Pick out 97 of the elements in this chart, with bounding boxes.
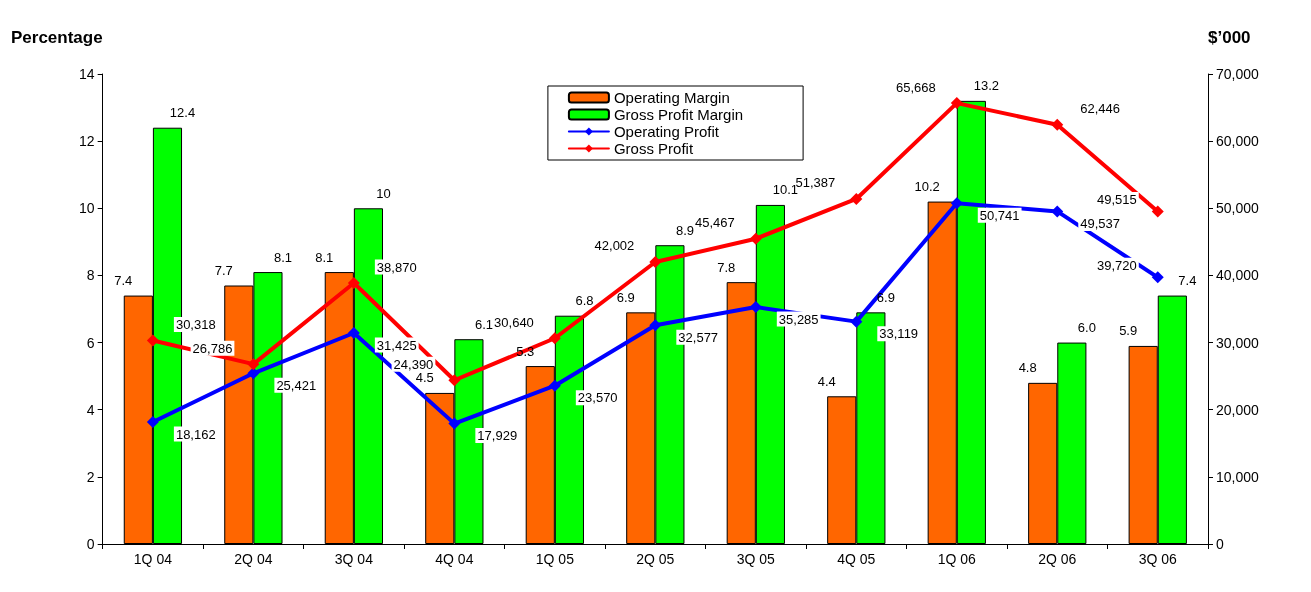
data-label: 45,467 — [695, 215, 735, 231]
data-label: 17,929 — [477, 428, 518, 444]
data-label: 4.5 — [415, 370, 434, 386]
data-label: 8.1 — [315, 249, 334, 265]
x-tick-label: 4Q 05 — [837, 551, 876, 567]
data-label: 5.9 — [1119, 323, 1138, 339]
y-tick-label: 10 — [79, 200, 95, 217]
data-label: 25,421 — [276, 377, 317, 393]
x-tick-label: 2Q 06 — [1038, 551, 1077, 567]
data-label: 12.4 — [169, 105, 196, 121]
data-label: 24,390 — [393, 356, 434, 372]
point — [1151, 205, 1164, 218]
x-tick-label: 4Q 04 — [435, 551, 474, 567]
data-label: 49,537 — [1080, 215, 1121, 231]
data-label: 10.2 — [914, 179, 940, 195]
data-label: 4.8 — [1018, 360, 1037, 376]
point — [1051, 118, 1064, 131]
data-label: 39,720 — [1096, 257, 1137, 273]
data-label: 6.9 — [876, 289, 895, 305]
data-label: 10 — [376, 185, 391, 201]
y-tick-label: 6 — [86, 334, 95, 351]
point — [950, 97, 963, 110]
point — [850, 192, 863, 205]
y2-tick-label: 40,000 — [1216, 267, 1260, 284]
data-label: 6.8 — [575, 293, 594, 309]
y-tick-label: 4 — [86, 401, 95, 418]
legend-label: Operating Profit — [613, 123, 720, 140]
point — [749, 232, 762, 245]
data-label: 65,668 — [896, 79, 936, 95]
point — [448, 374, 461, 387]
y2-tick-label: 0 — [1216, 536, 1224, 552]
point — [247, 358, 260, 371]
data-label: 13.2 — [973, 78, 1000, 94]
data-label: 8.1 — [273, 249, 293, 265]
x-tick-label: 3Q 05 — [736, 551, 776, 567]
data-label: 7.8 — [717, 259, 736, 275]
data-label: 7.4 — [1178, 273, 1197, 289]
y2-axis-title: $’000 — [1208, 28, 1251, 47]
y-tick-label: 0 — [86, 536, 95, 552]
legend-label: Operating Margin — [613, 89, 730, 106]
x-tick-label: 2Q 05 — [636, 551, 675, 567]
y2-tick-label: 70,000 — [1216, 66, 1260, 82]
y-axis-title: Percentage — [10, 28, 103, 47]
x-tick-label: 1Q 04 — [133, 551, 173, 567]
data-label: 18,162 — [175, 426, 216, 442]
point — [146, 416, 159, 429]
legend-label: Gross Profit Margin — [613, 106, 744, 123]
y-tick-label: 14 — [79, 66, 95, 82]
point — [247, 367, 260, 380]
data-label: 33,119 — [879, 326, 919, 342]
data-label: 50,741 — [979, 207, 1020, 223]
y2-tick-label: 50,000 — [1216, 200, 1260, 217]
data-label: 38,870 — [376, 259, 417, 275]
x-tick-label: 1Q 06 — [937, 551, 977, 567]
data-label: 35,285 — [778, 311, 819, 327]
point — [548, 332, 561, 345]
data-label: 6.1 — [474, 316, 493, 332]
data-label: 42,002 — [594, 238, 635, 254]
data-label: 32,577 — [678, 329, 719, 345]
point — [1151, 271, 1164, 284]
data-label: 30,318 — [175, 316, 216, 332]
x-tick-label: 1Q 05 — [535, 551, 575, 567]
data-label: 6.9 — [616, 289, 635, 305]
y2-tick-label: 30,000 — [1216, 334, 1260, 351]
data-label: 7.7 — [214, 263, 233, 278]
point — [347, 277, 360, 290]
point — [347, 327, 360, 339]
x-tick-label: 3Q 04 — [334, 551, 374, 567]
data-label: 4.4 — [817, 373, 836, 389]
y2-tick-label: 20,000 — [1216, 401, 1260, 418]
point — [850, 315, 863, 328]
point — [548, 379, 561, 392]
data-label: 5.3 — [516, 343, 535, 359]
data-label: 31,425 — [376, 337, 417, 353]
y-tick-label: 12 — [79, 133, 95, 150]
data-label: 26,786 — [192, 340, 233, 356]
data-label: 23,570 — [577, 390, 618, 406]
data-label: 49,515 — [1096, 192, 1137, 208]
data-label: 51,387 — [795, 175, 836, 191]
point — [146, 334, 159, 347]
y-tick-label: 8 — [86, 267, 95, 284]
data-label: 7.4 — [114, 273, 133, 289]
y2-tick-label: 10,000 — [1216, 468, 1260, 485]
point — [649, 319, 662, 332]
legend-label: Gross Profit — [613, 140, 694, 157]
x-tick-label: 3Q 06 — [1138, 551, 1178, 567]
data-label: 6.0 — [1077, 320, 1096, 336]
data-label: 8.9 — [675, 222, 694, 238]
x-tick-label: 2Q 04 — [234, 551, 273, 567]
point — [649, 255, 662, 268]
y2-tick-label: 60,000 — [1216, 133, 1260, 150]
point — [950, 197, 963, 210]
data-label: 62,446 — [1080, 101, 1121, 117]
point — [448, 417, 461, 430]
y-tick-label: 2 — [86, 468, 95, 485]
point — [1051, 205, 1064, 218]
data-label: 30,640 — [494, 314, 534, 330]
